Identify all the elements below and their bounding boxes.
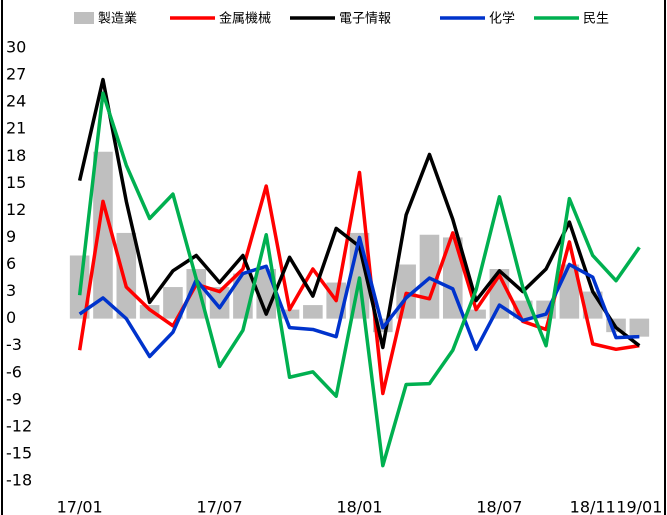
y-tick-label: 9: [6, 227, 16, 246]
y-tick-label: 18: [6, 146, 26, 165]
line: [77, 170, 640, 396]
y-tick-label: 12: [6, 200, 26, 219]
legend-label: 化学: [489, 11, 515, 27]
y-tick-label: -18: [6, 471, 32, 490]
bar: [93, 151, 113, 319]
bar: [163, 287, 183, 319]
y-tick-label: 15: [6, 173, 26, 192]
y-tick-label: 24: [6, 92, 26, 111]
x-tick-label: 17/07: [197, 498, 243, 515]
x-tick-label: 18/07: [476, 498, 522, 515]
legend-label: 民生: [583, 12, 609, 27]
y-tick-label: -6: [6, 362, 22, 381]
bar: [116, 232, 137, 319]
y-tick-label: 3: [6, 281, 16, 300]
line: [78, 235, 640, 359]
line: [77, 91, 641, 468]
line: [77, 77, 641, 350]
bar: [303, 305, 323, 319]
y-tick-label: 30: [6, 38, 26, 57]
legend-swatch: [74, 12, 94, 24]
x-tick-label: 17/01: [57, 498, 103, 515]
y-tick-label: 6: [6, 254, 16, 273]
legend-label: 製造業: [98, 11, 137, 27]
y-tick-label: -9: [6, 389, 22, 408]
bar: [629, 318, 650, 337]
y-tick-label: -3: [6, 335, 22, 354]
bar: [139, 305, 160, 319]
bar: [186, 269, 207, 319]
y-tick-label: 27: [6, 65, 26, 84]
legend-label: 金属機械: [219, 11, 271, 27]
bar: [279, 309, 300, 319]
bar: [209, 287, 230, 319]
x-tick-label: 18/11: [570, 498, 616, 515]
y-tick-label: -15: [6, 443, 32, 462]
y-tick-label: 21: [6, 119, 26, 138]
y-tick-label: 0: [6, 308, 16, 327]
y-tick-label: -12: [6, 416, 32, 435]
x-tick-label: 18/01: [336, 498, 382, 515]
x-tick-label: 19/01: [616, 498, 662, 515]
bar: [466, 309, 486, 319]
legend-label: 電子情報: [339, 12, 391, 27]
